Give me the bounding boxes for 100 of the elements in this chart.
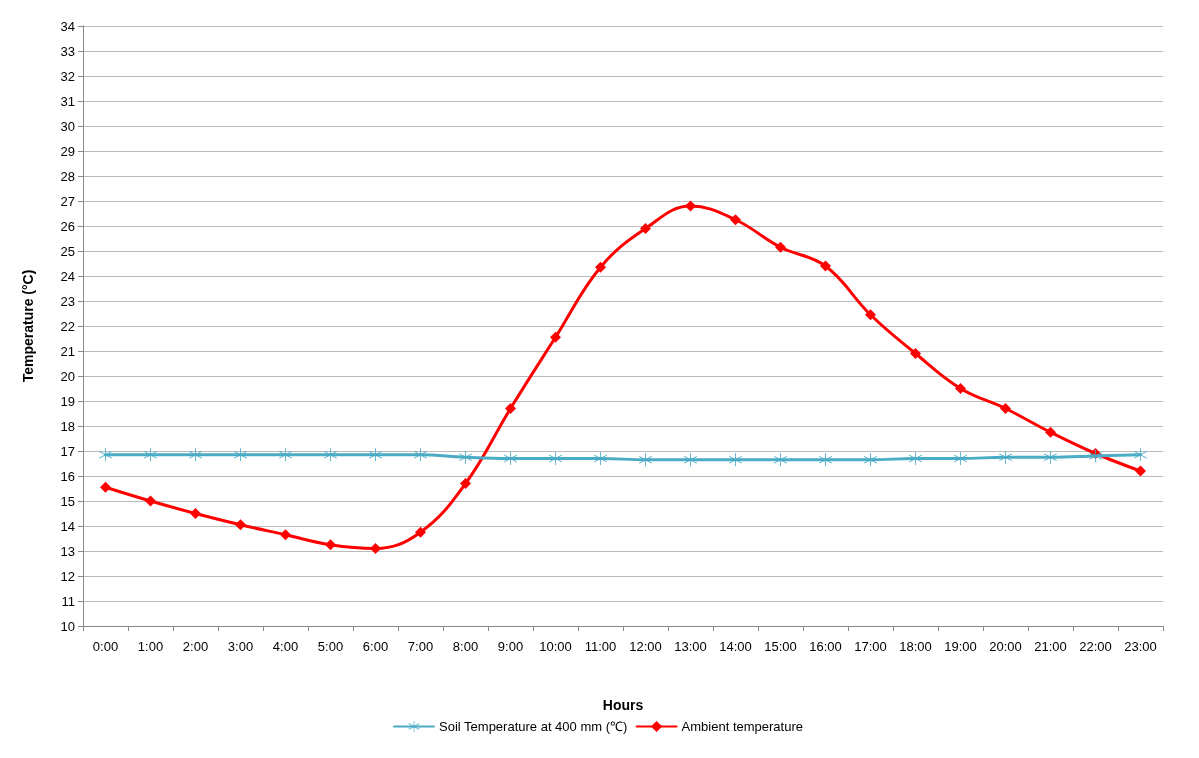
y-tick-label: 12 [60,568,75,584]
x-tick-label: 2:00 [182,639,209,654]
point [1000,403,1011,414]
point [1044,450,1057,464]
point [504,452,517,465]
point [955,383,966,394]
point [820,260,831,272]
x-tick-label: 20:00 [989,639,1022,654]
y-tick-label: 30 [60,118,75,134]
point [99,448,112,462]
point [729,453,742,467]
point [684,453,697,467]
x-tick-label: 7:00 [407,639,434,654]
x-tick-label: 19:00 [944,639,977,654]
x-tick-label: 17:00 [854,639,887,654]
y-tick-label: 17 [60,443,75,459]
x-tick-label: 8:00 [452,639,479,654]
legend-label: Soil Temperature at 400 mm (℃) [439,719,628,734]
y-tick-label: 19 [60,393,75,409]
point [864,453,877,467]
point [235,519,246,531]
x-tick-label: 16:00 [809,639,842,654]
point [865,309,876,321]
y-tick-label: 34 [60,18,75,34]
x-tick-label: 13:00 [674,639,707,654]
point [1089,449,1102,463]
x-tick-label: 18:00 [899,639,932,654]
x-tick-label: 12:00 [629,639,662,654]
point [910,348,921,359]
y-tick-label: 11 [61,593,75,609]
y-tick-label: 23 [60,293,75,309]
x-tick-label: 1:00 [137,639,164,654]
point [1135,465,1146,477]
y-tick-label: 15 [60,493,75,509]
point [145,495,156,507]
x-tick-label: 21:00 [1034,639,1067,654]
x-tick-label: 11:00 [584,639,617,654]
point [594,452,607,465]
point [460,478,471,489]
y-tick-label: 14 [60,518,75,534]
point [909,452,922,465]
x-tick-label: 23:00 [1124,639,1157,654]
x-tick-label: 6:00 [362,639,389,654]
point [1045,426,1056,438]
y-tick-label: 28 [60,168,75,184]
point [279,448,292,462]
point [774,453,787,467]
point [819,453,832,467]
y-tick-label: 33 [60,43,75,59]
point [549,452,562,465]
legend-label: Ambient temperature [681,719,803,734]
point [1134,448,1147,462]
point [414,448,427,462]
point [595,261,606,273]
point [550,331,561,343]
point [370,543,381,554]
y-tick-label: 25 [60,243,75,259]
point [190,508,201,519]
y-tick-label: 22 [60,318,75,334]
point [730,214,741,226]
x-axis-title: Hours [602,697,644,713]
x-tick-label: 15:00 [764,639,797,654]
y-tick-label: 21 [60,343,75,359]
y-tick-label: 24 [60,268,75,284]
x-tick-label: 0:00 [92,639,119,654]
point [999,450,1012,464]
x-tick-label: 10:00 [539,639,572,654]
y-tick-label: 29 [60,143,75,159]
y-tick-label: 27 [60,193,75,209]
y-tick-label: 10 [60,618,75,634]
point [639,453,652,467]
point [280,529,291,541]
point [369,448,382,462]
y-axis-title: Temperature (°C) [20,269,36,383]
point [505,403,516,414]
y-tick-label: 32 [60,68,75,84]
y-tick-label: 13 [60,543,75,559]
point [640,223,651,234]
point [954,452,967,465]
y-tick-label: 18 [60,418,75,434]
point [100,481,111,493]
point [685,200,696,212]
point [189,448,202,462]
x-tick-label: 14:00 [719,639,752,654]
x-tick-label: 3:00 [227,639,254,654]
y-tick-label: 20 [60,368,75,384]
point [234,448,247,462]
point [324,448,337,462]
point [459,450,472,464]
y-tick-label: 26 [60,218,75,234]
point [775,241,786,253]
x-tick-label: 4:00 [272,639,299,654]
point [325,539,336,551]
y-tick-label: 31 [60,93,75,109]
x-tick-label: 5:00 [317,639,344,654]
point [144,448,157,462]
x-tick-label: 9:00 [497,639,524,654]
y-tick-label: 16 [60,468,75,484]
x-tick-label: 22:00 [1079,639,1112,654]
point [415,526,426,538]
